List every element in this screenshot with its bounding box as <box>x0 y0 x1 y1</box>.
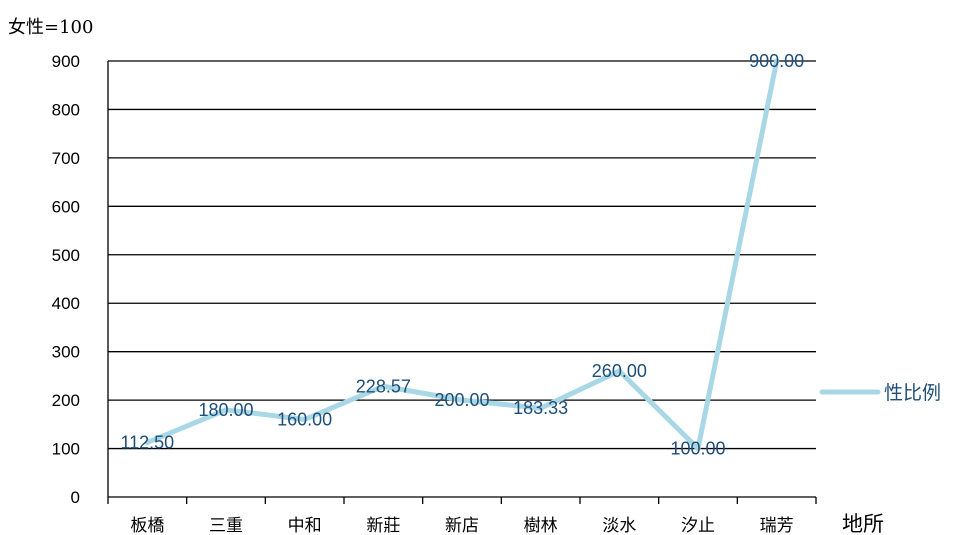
data-label: 900.00 <box>749 51 804 71</box>
y-tick-label: 700 <box>52 149 80 168</box>
y-tick-label: 400 <box>52 294 80 313</box>
y-tick-label: 300 <box>52 343 80 362</box>
legend-label: 性比例 <box>884 382 941 404</box>
data-label: 112.50 <box>120 433 174 453</box>
data-point <box>459 397 465 403</box>
gridlines <box>108 60 816 450</box>
data-point <box>223 407 229 413</box>
data-label: 100.00 <box>670 439 725 459</box>
x-tick-label: 樹林 <box>524 516 558 535</box>
y-tick-label: 200 <box>52 391 80 410</box>
y-tick-label: 100 <box>52 440 80 459</box>
x-tick-label: 新店 <box>445 516 479 535</box>
x-tick-label: 瑞芳 <box>760 516 794 535</box>
x-tick-label: 板橋 <box>130 516 164 535</box>
x-tick-label: 汐止 <box>681 516 715 535</box>
y-axis-ticks: 0 100 200 300 400 500 600 700 800 900 <box>52 52 80 507</box>
y-tick-label: 800 <box>52 100 80 119</box>
x-tick-label: 淡水 <box>602 516 636 535</box>
y-tick-label: 900 <box>52 52 80 71</box>
data-point <box>144 440 150 445</box>
series-line-group <box>144 58 780 452</box>
data-labels: 112.50 180.00 160.00 228.57 200.00 183.33 260.… <box>120 51 804 459</box>
x-axis-title: 地所 <box>842 512 884 535</box>
x-tick-label: 三重 <box>209 516 243 535</box>
data-point <box>302 416 308 422</box>
data-label: 260.00 <box>592 361 647 381</box>
data-point <box>774 58 780 64</box>
data-point <box>695 446 701 452</box>
y-tick-label: 500 <box>52 246 80 265</box>
data-label: 200.00 <box>434 390 489 410</box>
data-label: 228.57 <box>356 376 411 396</box>
data-point <box>538 405 544 411</box>
y-axis-title: 女性=100 <box>8 17 93 38</box>
x-axis-ticks: 板橋 三重 中和 新莊 新店 樹林 淡水 汐止 瑞芳 <box>130 516 793 535</box>
y-tick-label: 0 <box>71 488 80 507</box>
y-tick-label: 600 <box>52 197 80 216</box>
legend: 性比例 <box>819 382 941 404</box>
x-axis <box>107 61 817 504</box>
data-point <box>380 383 386 389</box>
x-tick-label: 中和 <box>288 516 322 535</box>
x-tick-label: 新莊 <box>366 516 400 535</box>
data-label: 183.33 <box>513 398 568 418</box>
data-label: 160.00 <box>277 409 332 429</box>
data-label: 180.00 <box>198 400 253 420</box>
data-point <box>616 368 622 374</box>
